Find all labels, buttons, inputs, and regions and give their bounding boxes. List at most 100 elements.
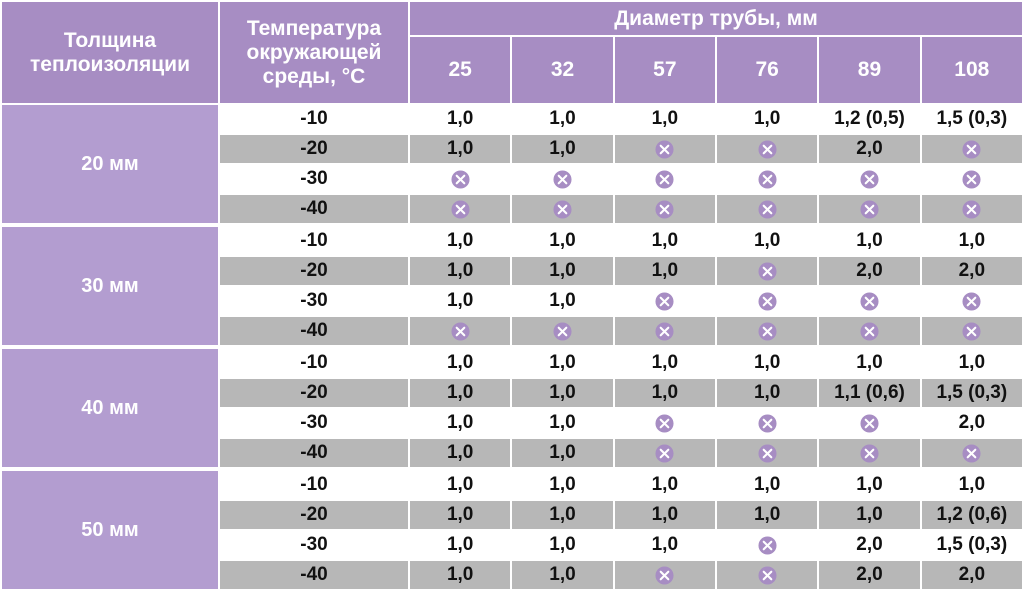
not-allowed-icon [655,565,674,585]
value-cell: 1,0 [510,345,615,379]
value-cell: 1,0 [407,499,513,531]
temperature-cell: -20 [218,255,410,287]
value-cell: 1,0 [612,499,717,531]
value-cell: 1,0 [919,345,1024,379]
value-cell: 1,0 [407,103,513,135]
value-cell [919,285,1024,317]
table-row: -30 1,0 1,0 2,0 [1,407,1024,439]
value-cell [817,437,922,470]
value-cell [510,193,615,226]
temperature-cell: -30 [218,285,410,317]
value-cell: 1,0 [407,255,513,287]
value-cell: 1,0 [407,529,513,561]
value-cell: 1,0 [407,407,513,439]
not-allowed-icon [962,199,981,219]
table-row: 20 мм -10 1,0 1,0 1,0 1,0 1,2 (0,5) 1,5 (0,3) [0,103,1024,226]
table-row: -20 1,0 1,0 1,0 1,0 1,0 1,2 (0,6) [1,499,1024,531]
value-cell: 2,0 [817,529,922,561]
value-cell: 1,0 [407,467,513,501]
value-cell: 2,0 [817,255,922,287]
value-cell [817,193,922,226]
diameter-header: 76 [714,35,820,105]
table-row: -30 1,0 1,0 1,0 2,0 1,5 (0,3) [1,529,1024,561]
temperature-cell: -40 [218,315,410,348]
value-cell [612,285,717,317]
table-row: -20 1,0 1,0 1,0 1,0 1,1 (0,6) 1,5 (0,3) [1,377,1024,409]
not-allowed-icon [553,169,572,189]
temperature-cell: -10 [218,345,410,379]
not-allowed-icon [758,169,777,189]
temperature-cell: -30 [218,163,410,195]
diameter-header: 32 [510,35,615,105]
not-allowed-icon [655,139,674,159]
value-cell [612,315,717,348]
value-cell: 2,0 [919,255,1024,287]
value-cell: 1,5 (0,3) [919,103,1024,135]
data-table: Толщина теплоизоляции Температура окружа… [0,0,1024,591]
value-cell [714,559,820,591]
thickness-cell: 40 мм [0,345,220,470]
value-cell: 1,0 [407,133,513,165]
not-allowed-icon [962,169,981,189]
value-cell: 1,0 [714,345,820,379]
temperature-cell: -30 [218,407,410,439]
value-cell: 1,0 [817,345,922,379]
thickness-cell: 20 мм [0,103,220,226]
value-cell [919,315,1024,348]
value-cell: 1,1 (0,6) [817,377,922,409]
not-allowed-icon [553,321,572,341]
table-row: -20 1,0 1,0 2,0 [1,133,1024,165]
not-allowed-icon [758,321,777,341]
table-row: 30 мм -10 1,0 1,0 1,0 1,0 1,0 1,0 [0,223,1024,348]
value-cell [510,315,615,348]
value-cell: 2,0 [817,559,922,591]
value-cell: 1,0 [714,223,820,257]
temperature-cell: -40 [218,193,410,226]
header-row: 25 32 57 76 89 108 [1,35,1024,105]
not-allowed-icon [758,413,777,433]
value-cell [714,133,820,165]
value-cell: 1,0 [407,437,513,470]
value-cell [714,285,820,317]
value-cell: 1,0 [919,467,1024,501]
value-cell: 1,0 [612,529,717,561]
value-cell [612,407,717,439]
value-cell [612,133,717,165]
value-cell: 1,0 [714,499,820,531]
temperature-cell: -10 [218,467,410,501]
value-cell [714,529,820,561]
not-allowed-icon [451,321,470,341]
table-row: -20 1,0 1,0 1,0 2,0 2,0 [1,255,1024,287]
value-cell: 1,0 [817,467,922,501]
temperature-cell: -30 [218,529,410,561]
not-allowed-icon [655,443,674,463]
value-cell [919,163,1024,195]
table-row: -40 [1,315,1024,348]
value-cell: 1,0 [407,285,513,317]
value-cell: 2,0 [919,559,1024,591]
table-row: -30 [1,163,1024,195]
value-cell: 1,2 (0,5) [817,103,922,135]
value-cell: 1,0 [612,223,717,257]
table-row: -30 1,0 1,0 [1,285,1024,317]
value-cell [407,193,513,226]
not-allowed-icon [962,443,981,463]
not-allowed-icon [758,291,777,311]
value-cell: 1,0 [510,437,615,470]
value-cell: 1,0 [510,133,615,165]
not-allowed-icon [962,321,981,341]
value-cell [612,559,717,591]
header-cell: Диаметр трубы, мм [408,0,1024,37]
not-allowed-icon [860,413,879,433]
value-cell [612,163,717,195]
not-allowed-icon [860,169,879,189]
not-allowed-icon [758,261,777,281]
value-cell [407,163,513,195]
value-cell: 1,0 [407,559,513,591]
value-cell: 1,0 [817,223,922,257]
thickness-cell: 50 мм [0,467,220,591]
value-cell: 1,0 [510,467,615,501]
value-cell: 1,0 [407,223,513,257]
diameter-header: 25 [407,35,513,105]
